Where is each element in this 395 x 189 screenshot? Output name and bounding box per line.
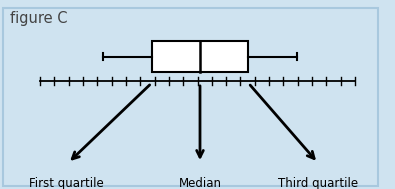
- Text: Third quartile: Third quartile: [278, 177, 358, 189]
- Text: figure C: figure C: [10, 11, 68, 26]
- Bar: [152, 41, 248, 72]
- Text: Median: Median: [179, 177, 222, 189]
- Text: First quartile: First quartile: [28, 177, 103, 189]
